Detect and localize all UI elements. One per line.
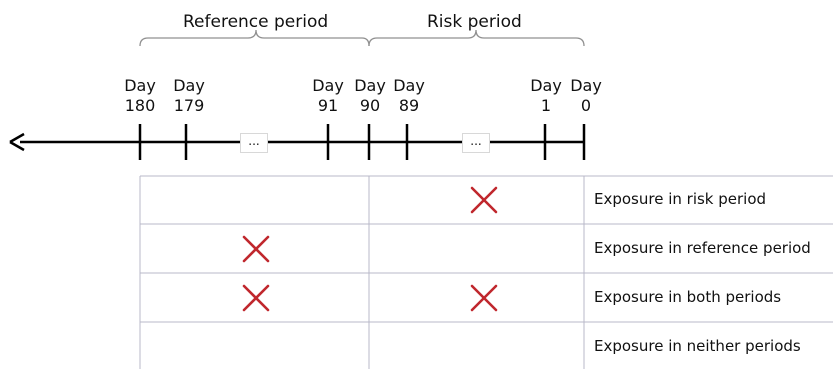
exposure-grid [139,175,833,369]
timeline-ticks [138,124,586,160]
ellipsis-risk: ... [462,133,490,153]
row-label-reference: Exposure in reference period [594,239,811,257]
ellipsis-reference: ... [240,133,268,153]
x-mark-reference-row-2 [242,235,270,263]
day-label-89: Day 89 [393,76,425,115]
row-label-both: Exposure in both periods [594,288,782,306]
row-label-neither: Exposure in neither periods [594,337,801,355]
risk-period-bracket [368,29,585,47]
timeline-arrow-head [9,132,25,152]
day-label-0: Day 0 [570,76,602,115]
reference-period-bracket [139,29,370,47]
risk-period-label: Risk period [427,12,522,32]
day-label-1: Day 1 [530,76,562,115]
x-mark-reference-row-3 [242,284,270,312]
day-label-179: Day 179 [173,76,205,115]
reference-period-label: Reference period [183,12,329,32]
row-label-risk: Exposure in risk period [594,190,767,208]
exposure-marks [242,186,498,312]
day-label-90: Day 90 [354,76,386,115]
day-label-180: Day 180 [124,76,156,115]
day-label-91: Day 91 [312,76,344,115]
x-mark-risk-row-1 [470,186,498,214]
x-mark-risk-row-3 [470,284,498,312]
